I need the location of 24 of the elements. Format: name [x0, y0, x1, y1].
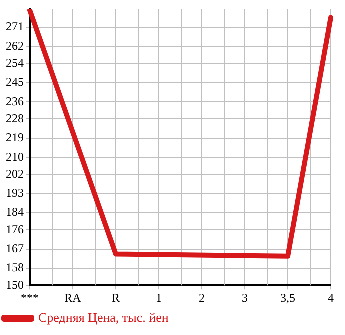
y-tick-label: 228: [6, 111, 24, 126]
x-tick-label: R: [112, 290, 120, 305]
x-tick-label: 2: [199, 290, 205, 305]
y-tick-label: 219: [6, 130, 24, 145]
y-tick-label: 184: [6, 205, 24, 220]
x-tick-label: 4: [328, 290, 334, 305]
x-tick-label: 1: [156, 290, 162, 305]
y-tick-label: 271: [6, 20, 24, 34]
x-tick-label: RA: [64, 290, 82, 305]
y-tick-label: 158: [6, 260, 24, 275]
y-tick-label: 167: [6, 242, 24, 256]
y-tick-label: 176: [6, 222, 24, 236]
x-tick-label: 3,5: [280, 290, 296, 305]
y-tick-label: 262: [6, 38, 24, 53]
y-tick-label: 193: [6, 186, 24, 200]
y-tick-label: 210: [6, 150, 24, 164]
x-tick-label: 3: [242, 290, 248, 305]
legend-label: Средняя Цена, тыс. йен: [38, 310, 169, 325]
y-tick-label: 202: [6, 166, 24, 181]
y-tick-label: 236: [6, 94, 24, 108]
x-tick-label: ***: [21, 290, 39, 305]
y-tick-label: 245: [6, 75, 24, 90]
y-tick-label: 254: [6, 56, 24, 70]
y-tick-label: 150: [6, 278, 24, 292]
